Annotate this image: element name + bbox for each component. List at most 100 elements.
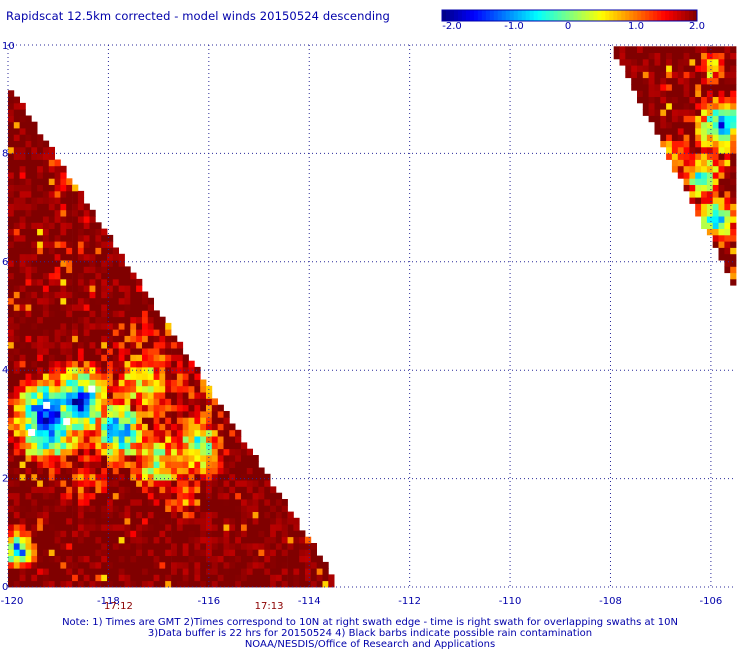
heatmap-cell xyxy=(229,543,236,550)
heatmap-cell xyxy=(89,222,96,229)
heatmap-cell xyxy=(89,285,96,292)
heatmap-cell xyxy=(264,549,271,556)
heatmap-cell xyxy=(37,297,44,305)
heatmap-cell xyxy=(60,492,67,500)
heatmap-cell xyxy=(683,153,690,160)
heatmap-cell xyxy=(13,228,20,236)
heatmap-cell xyxy=(77,549,85,556)
heatmap-cell xyxy=(107,297,114,305)
heatmap-cell xyxy=(31,285,38,292)
heatmap-cell xyxy=(188,373,195,380)
heatmap-cell xyxy=(666,102,673,110)
heatmap-cell xyxy=(724,153,731,160)
heatmap-cell xyxy=(165,385,172,393)
heatmap-cell xyxy=(165,360,172,368)
heatmap-cell xyxy=(625,71,632,79)
heatmap-cell xyxy=(13,398,20,406)
heatmap-cell xyxy=(13,272,20,280)
heatmap-cell xyxy=(54,310,61,318)
heatmap-cell xyxy=(246,492,253,500)
heatmap-cell xyxy=(25,411,32,418)
heatmap-cell xyxy=(701,209,708,217)
heatmap-cell xyxy=(275,530,283,538)
heatmap-cell xyxy=(77,241,85,248)
heatmap-cell xyxy=(130,398,137,406)
heatmap-cell xyxy=(13,524,20,531)
heatmap-cell xyxy=(72,549,79,556)
heatmap-cell xyxy=(310,580,317,588)
heatmap-cell xyxy=(95,241,102,248)
heatmap-cell xyxy=(112,247,119,255)
heatmap-cell xyxy=(147,398,154,406)
heatmap-cell xyxy=(8,392,15,399)
heatmap-cell xyxy=(89,310,96,318)
heatmap-cell xyxy=(718,71,725,79)
heatmap-cell xyxy=(147,335,154,343)
heatmap-cell xyxy=(83,247,90,255)
heatmap-cell xyxy=(13,266,20,274)
heatmap-cell xyxy=(107,530,114,538)
heatmap-cell xyxy=(8,172,15,179)
heatmap-cell xyxy=(118,455,125,462)
heatmap-cell xyxy=(613,52,620,60)
heatmap-cell xyxy=(95,473,102,481)
heatmap-cell xyxy=(8,165,15,173)
heatmap-cell xyxy=(83,385,90,393)
heatmap-cell xyxy=(107,354,114,362)
y-tick-label: 0 xyxy=(2,582,8,593)
heatmap-cell xyxy=(48,209,55,217)
heatmap-cell xyxy=(107,423,114,431)
heatmap-cell xyxy=(13,536,20,544)
heatmap-cell xyxy=(89,247,96,255)
heatmap-cell xyxy=(37,536,44,544)
heatmap-cell xyxy=(77,285,85,292)
heatmap-cell xyxy=(275,492,283,500)
heatmap-cell xyxy=(206,499,213,506)
heatmap-cell xyxy=(223,442,230,450)
heatmap-cell xyxy=(25,146,32,154)
heatmap-cell xyxy=(194,561,201,569)
heatmap-cell xyxy=(153,549,160,556)
heatmap-cell xyxy=(31,260,38,267)
heatmap-cell xyxy=(724,253,731,261)
heatmap-cell xyxy=(89,335,96,343)
heatmap-cell xyxy=(83,511,90,519)
heatmap-cell xyxy=(13,467,20,475)
heatmap-cell xyxy=(654,128,661,135)
heatmap-cell xyxy=(130,341,137,349)
heatmap-cell xyxy=(136,379,143,387)
heatmap-cell xyxy=(142,574,149,582)
heatmap-cell xyxy=(101,373,108,380)
heatmap-cell xyxy=(31,241,38,248)
heatmap-cell xyxy=(101,285,108,292)
y-tick-label: 8 xyxy=(2,148,8,159)
heatmap-cell xyxy=(176,360,184,368)
heatmap-cell xyxy=(25,115,32,123)
heatmap-cell xyxy=(211,561,218,569)
heatmap-cell xyxy=(171,423,178,431)
heatmap-cell xyxy=(37,486,44,494)
heatmap-cell xyxy=(223,486,230,494)
heatmap-cell xyxy=(241,461,248,468)
heatmap-cell xyxy=(724,216,731,223)
heatmap-cell xyxy=(706,58,714,66)
heatmap-cell xyxy=(13,354,20,362)
heatmap-cell xyxy=(83,530,90,538)
heatmap-cell xyxy=(217,543,224,550)
heatmap-cell xyxy=(171,486,178,494)
heatmap-cell xyxy=(130,492,137,500)
heatmap-cell xyxy=(66,524,73,531)
heatmap-cell xyxy=(287,530,294,538)
heatmap-cell xyxy=(83,417,90,424)
heatmap-cell xyxy=(264,511,271,519)
heatmap-cell xyxy=(8,568,15,575)
heatmap-cell xyxy=(19,178,26,185)
heatmap-cell xyxy=(83,398,90,406)
heatmap-cell xyxy=(48,360,55,368)
heatmap-cell xyxy=(206,505,213,512)
heatmap-cell xyxy=(159,580,166,588)
heatmap-cell xyxy=(281,524,288,531)
heatmap-cell xyxy=(25,398,32,406)
heatmap-cell xyxy=(270,499,277,506)
heatmap-cell xyxy=(101,530,108,538)
